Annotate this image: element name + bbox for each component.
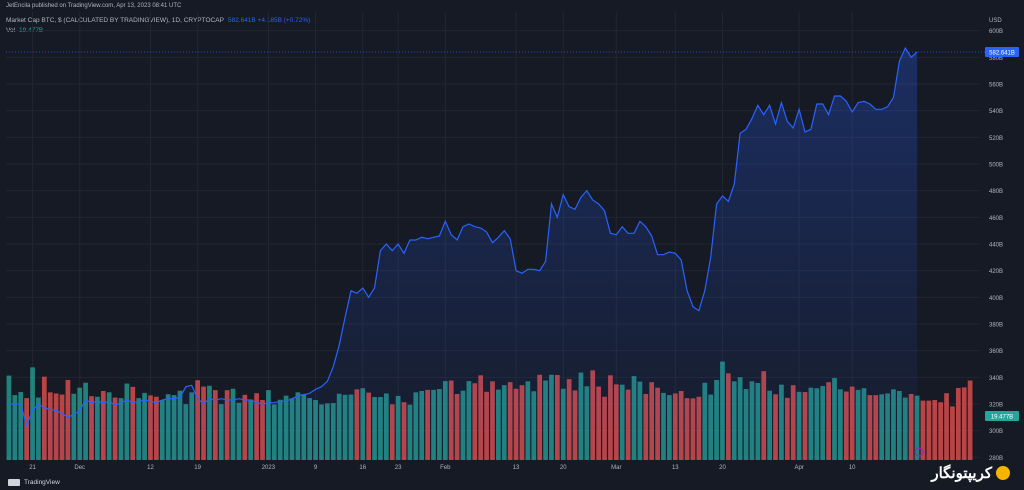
x-tick-label: 12 [147, 465, 154, 471]
x-tick-label: 10 [849, 465, 856, 471]
y-tick-label: 420B [989, 269, 1003, 275]
y-tick-label: 520B [989, 136, 1003, 142]
tradingview-logo-icon [8, 479, 20, 486]
footer-brand: TradingView [24, 479, 60, 486]
y-tick-label: 480B [989, 189, 1003, 195]
x-tick-label: 13 [513, 465, 520, 471]
price-readout: 582.641B +4.185B (+0.72%) [227, 17, 311, 24]
y-tick-label: 460B [989, 216, 1003, 222]
y-tick-label: 360B [989, 349, 1003, 355]
symbol-title: Market Cap BTC, $ (CALCULATED BY TRADING… [6, 17, 224, 24]
x-tick-label: 2023 [262, 465, 276, 471]
x-tick-label: 23 [395, 465, 402, 471]
last-volume-label: 19.477B [991, 415, 1013, 421]
x-tick-label: Feb [440, 465, 451, 471]
y-tick-label: 300B [989, 429, 1003, 435]
volume-bar [955, 387, 961, 460]
x-tick-label: 20 [560, 465, 567, 471]
market-cap-line [8, 46, 918, 428]
y-tick-label: 320B [989, 403, 1003, 409]
x-tick-label: 9 [314, 465, 318, 471]
footer: TradingView [8, 479, 60, 486]
y-tick-label: 400B [989, 296, 1003, 302]
y-tick-label: 580B [989, 56, 1003, 62]
published-caption: JetEncila published on TradingView.com, … [6, 3, 182, 9]
watermark-text: کریپتونگار [931, 465, 992, 482]
y-tick-label: 380B [989, 323, 1003, 329]
market-cap-area [8, 48, 918, 460]
x-tick-label: 21 [29, 465, 36, 471]
y-tick-label: 440B [989, 243, 1003, 249]
y-tick-label: 340B [989, 376, 1003, 382]
x-tick-label: 19 [194, 465, 201, 471]
coin-logo-icon [996, 466, 1010, 480]
volume-bar [967, 380, 973, 460]
watermark: کریپتونگار [931, 464, 1010, 482]
volume-bar [938, 402, 943, 460]
volume-bar [961, 387, 967, 460]
y-tick-label: 600B [989, 29, 1003, 35]
currency-label: USD [989, 18, 1002, 24]
last-price-label: 582.641B [989, 51, 1015, 57]
y-tick-label: 280B [989, 456, 1003, 462]
last-price-badge [985, 47, 1019, 57]
x-tick-label: Dec [74, 465, 85, 471]
volume-bar [926, 400, 932, 460]
x-tick-label: 13 [672, 465, 679, 471]
y-tick-label: 540B [989, 109, 1003, 115]
x-tick-label: Mar [611, 465, 621, 471]
last-volume-badge [985, 411, 1019, 421]
x-tick-label: 16 [359, 465, 366, 471]
y-tick-label: 500B [989, 163, 1003, 169]
volume-bar [944, 393, 949, 460]
volume-bar [932, 400, 938, 460]
volume-bar [950, 406, 955, 460]
volume-bar [920, 400, 926, 460]
y-tick-label: 560B [989, 83, 1003, 89]
x-tick-label: 20 [719, 465, 726, 471]
event-marker-icon [914, 447, 924, 457]
x-tick-label: Apr [794, 465, 803, 471]
